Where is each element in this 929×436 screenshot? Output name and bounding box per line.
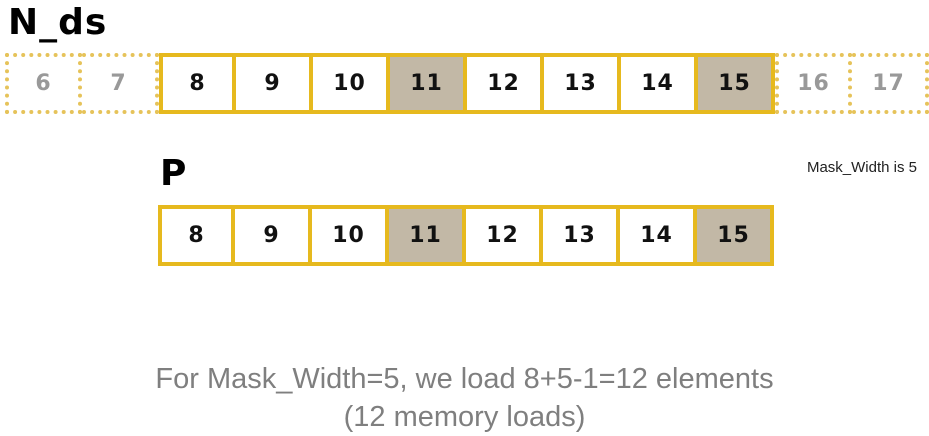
caption-line-1: For Mask_Width=5, we load 8+5-1=12 eleme… <box>155 363 774 395</box>
p-cell-14: 14 <box>620 205 697 266</box>
nds-cell-9: 9 <box>236 53 313 114</box>
p-cell-11: 11 <box>389 205 466 266</box>
nds-cell-8: 8 <box>159 53 236 114</box>
p-array: 8 9 10 11 12 13 14 15 <box>158 205 774 266</box>
p-cell-10: 10 <box>312 205 389 266</box>
caption-line-2: (12 memory loads) <box>343 401 586 433</box>
nds-cell-17: 17 <box>852 53 929 114</box>
nds-cell-7: 7 <box>82 53 159 114</box>
nds-array: 6 7 8 9 10 11 12 13 14 15 16 17 <box>5 53 929 114</box>
p-cell-15: 15 <box>697 205 774 266</box>
p-cell-12: 12 <box>466 205 543 266</box>
p-cell-8: 8 <box>158 205 235 266</box>
nds-cell-14: 14 <box>621 53 698 114</box>
nds-cell-16: 16 <box>775 53 852 114</box>
mask-width-note: Mask_Width is 5 <box>806 159 917 176</box>
p-cell-9: 9 <box>235 205 312 266</box>
nds-cell-11: 11 <box>390 53 467 114</box>
p-array-title: P <box>160 153 187 194</box>
p-cell-13: 13 <box>543 205 620 266</box>
nds-cell-6: 6 <box>5 53 82 114</box>
nds-array-title: N_ds <box>8 2 108 43</box>
nds-cell-10: 10 <box>313 53 390 114</box>
nds-cell-13: 13 <box>544 53 621 114</box>
caption: For Mask_Width=5, we load 8+5-1=12 eleme… <box>0 360 929 436</box>
nds-cell-15: 15 <box>698 53 775 114</box>
nds-cell-12: 12 <box>467 53 544 114</box>
